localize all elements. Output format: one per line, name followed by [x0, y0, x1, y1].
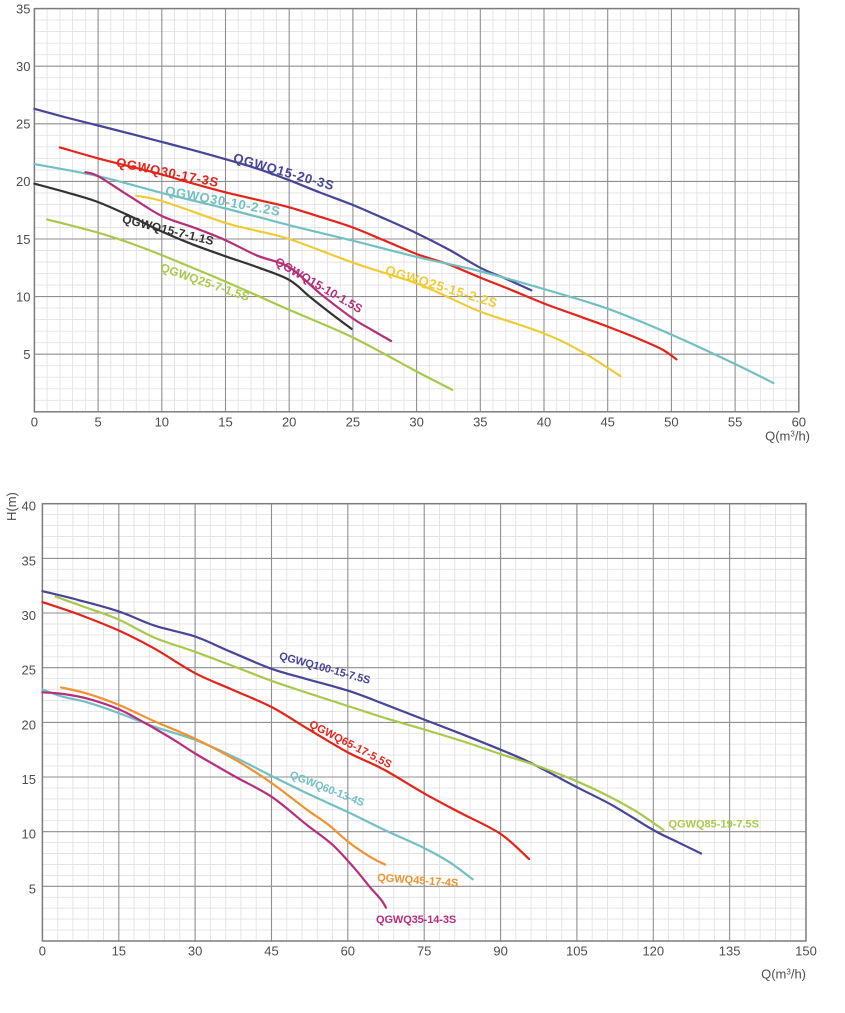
svg-text:60: 60 — [341, 944, 355, 959]
svg-text:10: 10 — [155, 415, 169, 430]
svg-text:QGWQ85-19-7.5S: QGWQ85-19-7.5S — [669, 819, 759, 831]
svg-text:Q(m3/h): Q(m3/h) — [761, 967, 806, 982]
svg-text:20: 20 — [282, 415, 296, 430]
svg-text:50: 50 — [664, 415, 678, 430]
svg-text:0: 0 — [39, 944, 46, 959]
svg-text:QGWQ35-14-3S: QGWQ35-14-3S — [376, 914, 456, 926]
svg-text:30: 30 — [409, 415, 423, 430]
svg-text:105: 105 — [566, 944, 588, 959]
svg-text:30: 30 — [16, 59, 30, 74]
svg-text:Q(m3/h): Q(m3/h) — [765, 429, 810, 444]
svg-text:15: 15 — [22, 772, 36, 787]
svg-text:45: 45 — [264, 944, 278, 959]
svg-text:45: 45 — [600, 415, 614, 430]
svg-text:15: 15 — [112, 944, 126, 959]
svg-text:20: 20 — [16, 174, 30, 189]
svg-text:15: 15 — [16, 232, 30, 247]
svg-text:5: 5 — [94, 415, 101, 430]
svg-text:150: 150 — [795, 944, 817, 959]
svg-text:H(m): H(m) — [4, 492, 19, 521]
svg-text:75: 75 — [417, 944, 431, 959]
svg-text:25: 25 — [346, 415, 360, 430]
svg-text:10: 10 — [16, 289, 30, 304]
svg-text:20: 20 — [22, 717, 36, 732]
svg-text:35: 35 — [473, 415, 487, 430]
svg-text:120: 120 — [642, 944, 664, 959]
svg-text:60: 60 — [792, 415, 806, 430]
svg-text:40: 40 — [537, 415, 551, 430]
svg-text:135: 135 — [719, 944, 741, 959]
svg-text:5: 5 — [29, 881, 36, 896]
svg-text:10: 10 — [22, 827, 36, 842]
svg-text:25: 25 — [22, 663, 36, 678]
svg-text:35: 35 — [22, 553, 36, 568]
svg-text:0: 0 — [31, 415, 38, 430]
svg-text:QGWQ45-17-4S: QGWQ45-17-4S — [377, 872, 459, 890]
svg-text:25: 25 — [16, 117, 30, 132]
svg-text:55: 55 — [728, 415, 742, 430]
svg-text:30: 30 — [188, 944, 202, 959]
svg-text:40: 40 — [22, 499, 36, 514]
svg-text:30: 30 — [22, 608, 36, 623]
svg-text:5: 5 — [23, 347, 30, 362]
svg-text:35: 35 — [16, 1, 30, 16]
svg-text:15: 15 — [218, 415, 232, 430]
svg-text:90: 90 — [493, 944, 507, 959]
